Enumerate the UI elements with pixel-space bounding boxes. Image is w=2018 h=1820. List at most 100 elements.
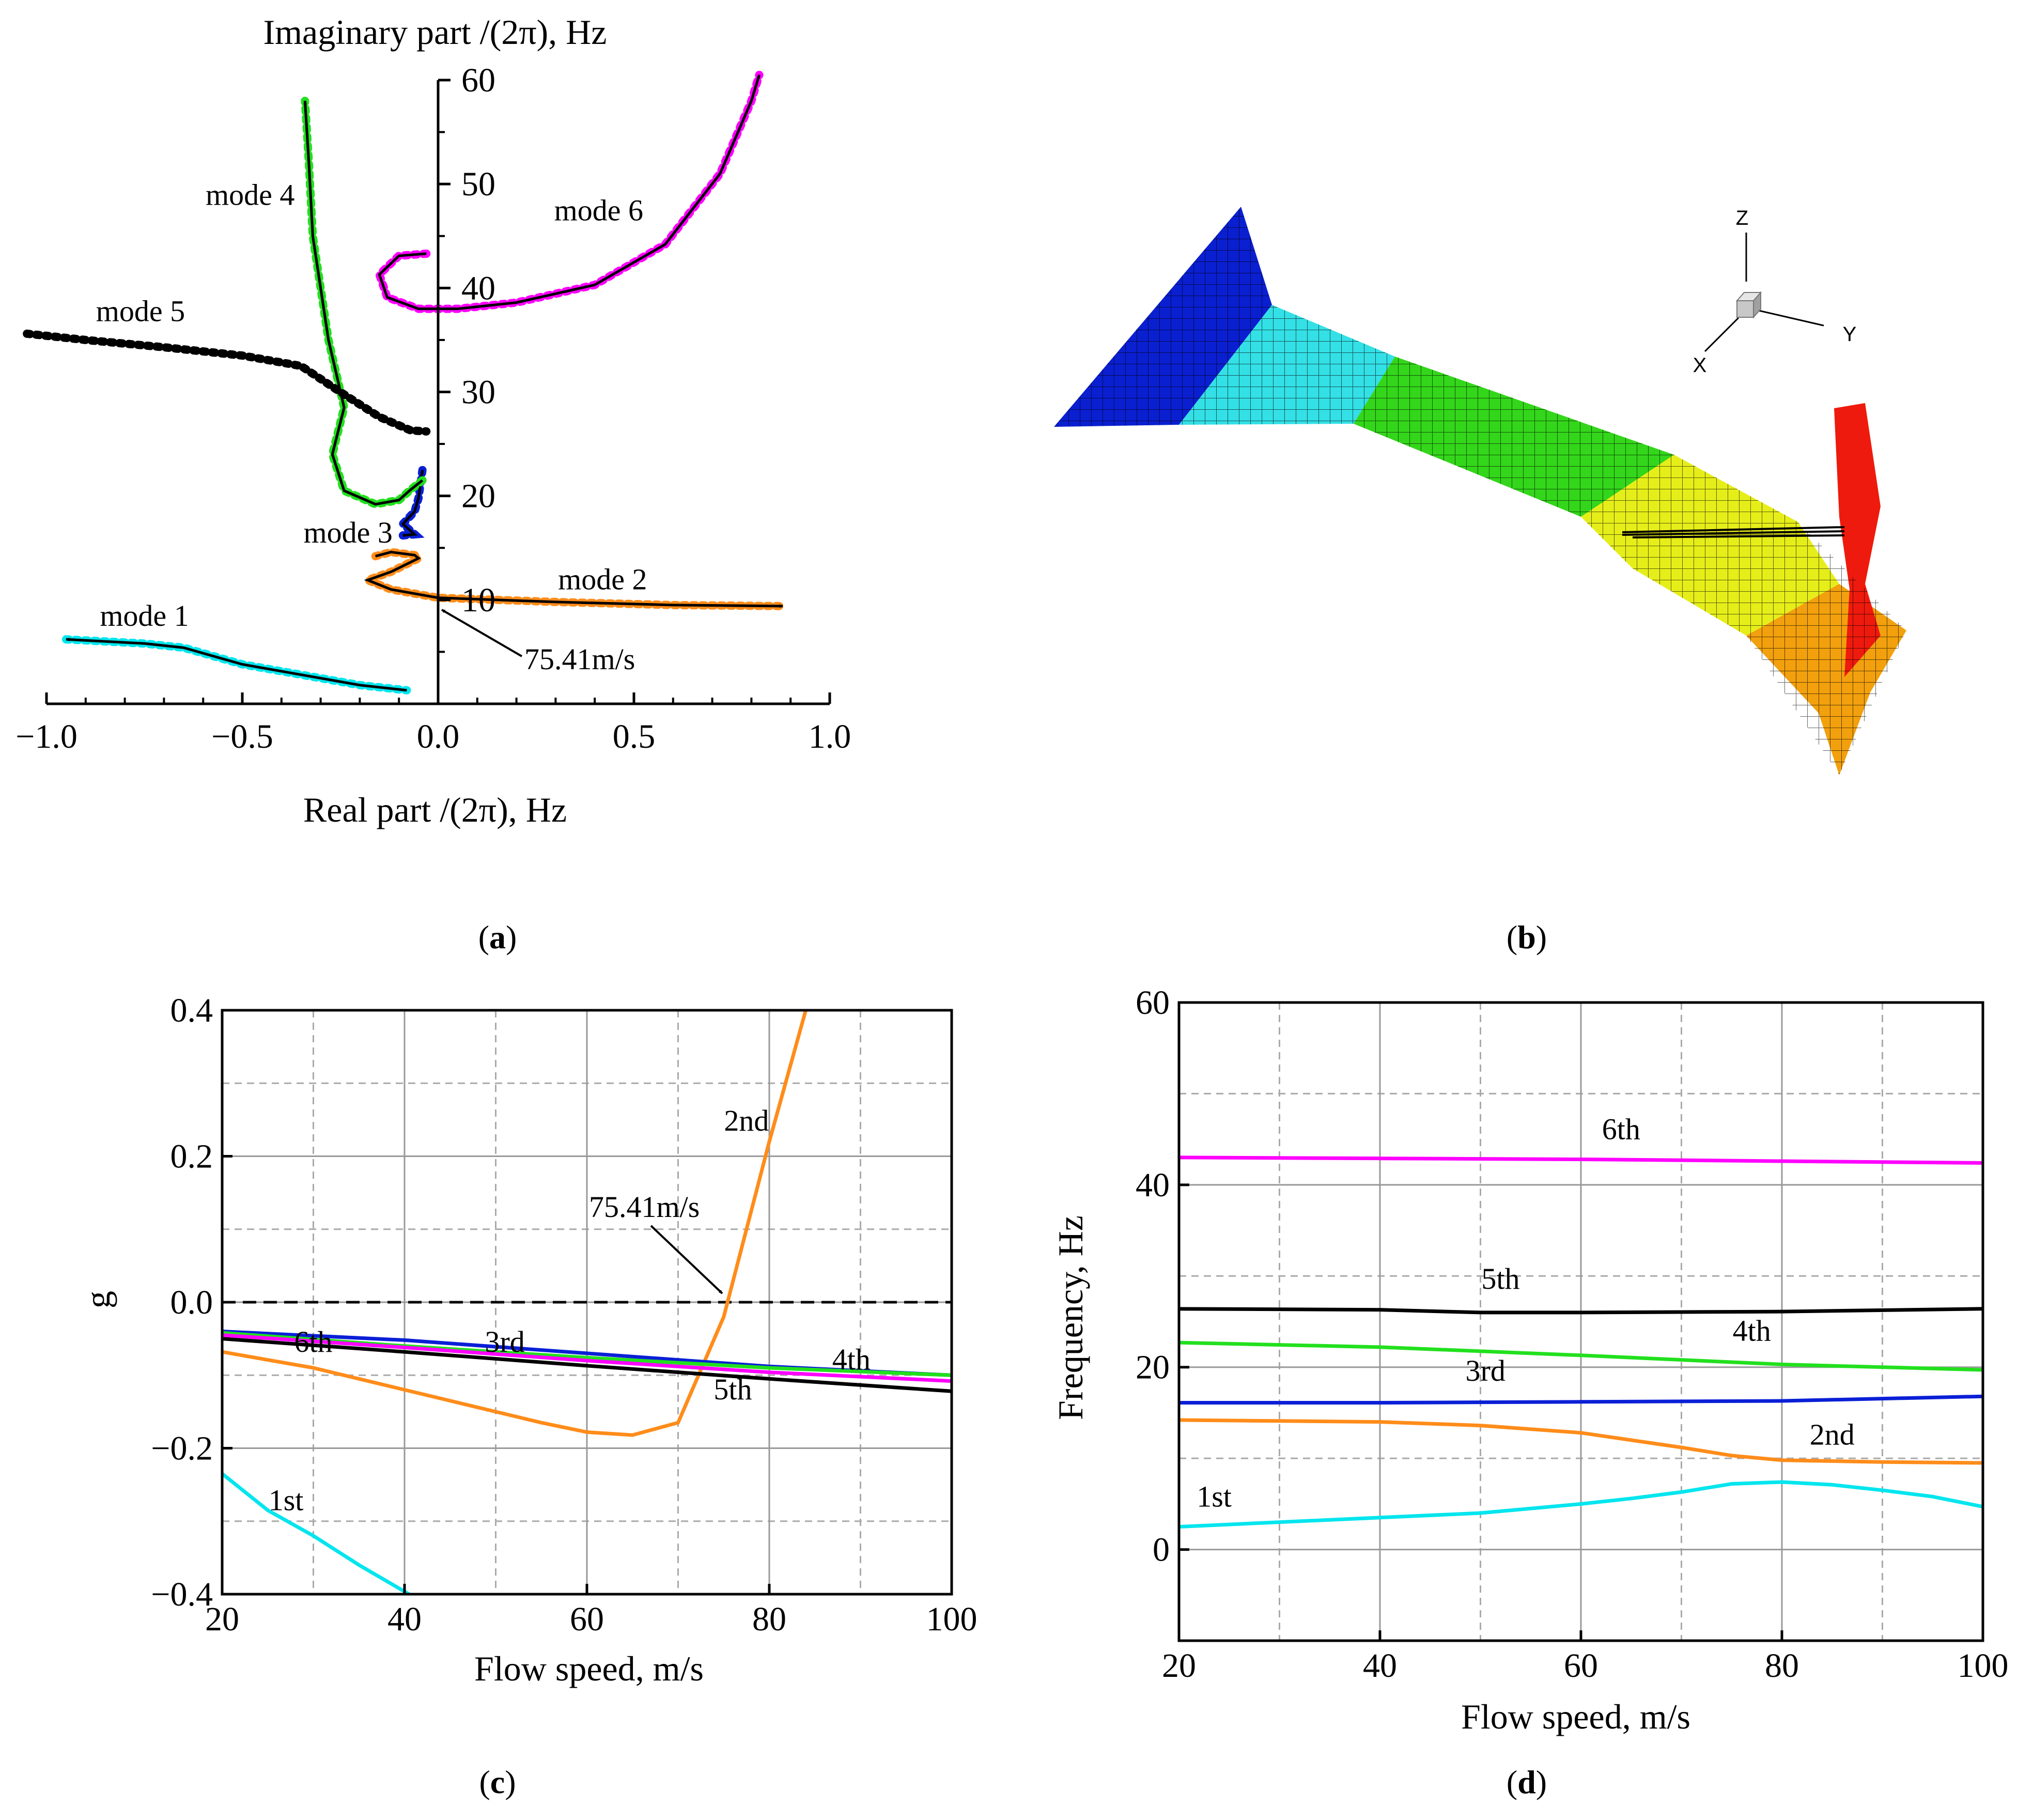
- triad-x-label: X: [1693, 354, 1707, 377]
- panel-d-y-tick-label: 40: [1136, 1166, 1170, 1204]
- panel-d-grid: [1178, 1001, 1984, 1642]
- panel-a-y-tick-label: 50: [461, 165, 495, 203]
- panel-a-mode-labels: mode 1 mode 2 mode 3 mode 4 mode 5 mode 6: [96, 178, 647, 633]
- locus-markers-mode-1: [61, 635, 411, 695]
- panel-c-annotation: 75.41m/s: [589, 1190, 700, 1224]
- panel-c-line-2nd: [222, 1010, 808, 1437]
- panel-d-x-tick-label: 20: [1162, 1647, 1196, 1685]
- panel-a-x-tick-label: 1.0: [809, 718, 851, 755]
- panel-d-line-6th: [1178, 1155, 1983, 1165]
- panel-c-x-tick-label: 80: [752, 1600, 786, 1638]
- panel-a-y-tick-label: 30: [461, 374, 495, 411]
- panel-d: 20 40 60 80 100 0 20 40 60 1st 2nd 3rd 4th 5th 6th Fl…: [1051, 984, 2009, 1800]
- panel-d-y-tick-label: 60: [1136, 984, 1170, 1022]
- panel-c-label-6th: 6th: [294, 1325, 332, 1359]
- panel-c-caption: (c): [479, 1764, 516, 1800]
- panel-a-y-tick-label: 10: [461, 581, 495, 619]
- locus-line-mode-2: [364, 550, 783, 608]
- panel-a-x-tick-label: 0.5: [613, 718, 656, 755]
- panel-c: 20 40 60 80 100 −0.4 −0.2 0.0 0.2 0.4 1st 2nd 3rd 4t…: [78, 992, 977, 1800]
- panel-d-line-4th: [1178, 1340, 1983, 1372]
- panel-a-x-tick-label: −0.5: [211, 718, 273, 755]
- panel-c-series-labels: 1st 2nd 3rd 4th 5th 6th: [269, 1104, 871, 1517]
- panel-b-caption: (b): [1507, 919, 1547, 955]
- panel-c-annotation-arrow: [650, 1225, 723, 1294]
- panel-d-axes: 20 40 60 80 100 0 20 40 60: [1136, 984, 2009, 1685]
- panel-c-x-tick-label: 20: [205, 1600, 239, 1638]
- panel-d-label-6th: 6th: [1602, 1113, 1640, 1146]
- panel-a-ylabel: Imaginary part /(2π), Hz: [263, 12, 607, 52]
- panel-c-ylabel: g: [78, 1291, 117, 1308]
- panel-a-curves: [23, 70, 787, 695]
- panel-c-x-tick-label: 60: [570, 1600, 604, 1638]
- panel-a-xlabel: Real part /(2π), Hz: [303, 790, 567, 829]
- panel-d-ylabel: Frequency, Hz: [1051, 1215, 1090, 1420]
- panel-c-axes: 20 40 60 80 100 −0.4 −0.2 0.0 0.2 0.4: [151, 992, 977, 1638]
- locus-line-mode-1: [66, 638, 407, 692]
- panel-d-curves: [1178, 1155, 1983, 1529]
- panel-a-x-tick-label: 0.0: [417, 718, 460, 755]
- triad-y-label: Y: [1843, 323, 1857, 346]
- panel-d-label-5th: 5th: [1481, 1262, 1519, 1295]
- locus-line-mode-3: [401, 469, 424, 537]
- panel-d-label-3rd: 3rd: [1466, 1354, 1505, 1387]
- panel-a-y-tick-label: 20: [461, 477, 495, 515]
- panel-c-y-tick-label: 0.4: [170, 992, 213, 1029]
- locus-line-mode-5: [26, 332, 427, 433]
- panel-c-label-1st: 1st: [269, 1484, 304, 1517]
- panel-a-axes: −1.0 −0.5 0.0 0.5 1.0 10 20 30 40 50 60: [15, 61, 851, 755]
- panel-c-curves: [221, 1010, 952, 1596]
- panel-d-x-tick-label: 60: [1564, 1647, 1598, 1685]
- locus-markers-mode-6: [375, 70, 764, 313]
- label-mode-4: mode 4: [206, 178, 294, 211]
- panel-c-label-3rd: 3rd: [485, 1325, 524, 1359]
- wing-structure-3d: [1054, 207, 1906, 775]
- panel-d-line-5th: [1178, 1307, 1983, 1315]
- panel-d-caption: (d): [1507, 1764, 1547, 1800]
- triad-y-axis: [1756, 309, 1824, 327]
- panel-c-label-5th: 5th: [713, 1372, 752, 1406]
- panel-c-line-1st: [221, 1472, 410, 1596]
- panel-d-line-1st: [1178, 1480, 1983, 1529]
- panel-d-line-2nd: [1178, 1418, 1983, 1465]
- label-mode-5: mode 5: [96, 295, 185, 328]
- triad-cube-front: [1736, 300, 1754, 318]
- panel-d-label-4th: 4th: [1733, 1314, 1771, 1348]
- panel-a-y-tick-label: 60: [461, 61, 495, 99]
- panel-a-y-tick-label: 40: [461, 269, 495, 307]
- panel-a-annotation: 75.41m/s: [524, 642, 635, 676]
- panel-c-label-4th: 4th: [832, 1343, 871, 1376]
- panel-c-y-tick-label: −0.2: [151, 1430, 213, 1468]
- panel-c-line-5th: [222, 1337, 952, 1393]
- panel-c-y-tick-label: 0.2: [170, 1138, 213, 1176]
- triad-x-axis: [1704, 317, 1740, 352]
- panel-c-y-tick-label: −0.4: [151, 1576, 213, 1613]
- locus-line-mode-4: [303, 100, 424, 506]
- panel-d-series-labels: 1st 2nd 3rd 4th 5th 6th: [1197, 1113, 1855, 1514]
- coordinate-triad: Z Y X: [1693, 207, 1857, 377]
- label-mode-2: mode 2: [558, 563, 647, 596]
- panel-c-xlabel: Flow speed, m/s: [474, 1649, 704, 1688]
- panel-c-y-tick-label: 0.0: [170, 1284, 213, 1321]
- structure-mesh-overlay: [1054, 207, 1906, 775]
- structure-spars: [1622, 526, 1845, 538]
- panel-d-label-1st: 1st: [1197, 1480, 1232, 1514]
- label-mode-6: mode 6: [554, 194, 643, 227]
- locus-markers-mode-5: [23, 329, 431, 436]
- label-mode-3: mode 3: [303, 516, 392, 549]
- panel-a-annotation-arrow: [441, 609, 523, 657]
- panel-d-x-tick-label: 80: [1765, 1647, 1799, 1685]
- label-mode-1: mode 1: [100, 599, 189, 633]
- locus-line-mode-6: [378, 74, 760, 311]
- panel-a-caption: (a): [478, 919, 517, 955]
- panel-c-x-tick-label: 100: [926, 1600, 977, 1638]
- panel-a: −1.0 −0.5 0.0 0.5 1.0 10 20 30 40 50 60 Imaginary …: [15, 12, 851, 955]
- triad-cube-side: [1753, 291, 1761, 319]
- panel-d-xlabel: Flow speed, m/s: [1461, 1697, 1690, 1736]
- panel-d-x-tick-label: 100: [1958, 1647, 2009, 1685]
- panel-d-line-3rd: [1179, 1394, 1983, 1405]
- panel-a-x-tick-label: −1.0: [15, 718, 77, 755]
- panel-d-label-2nd: 2nd: [1810, 1418, 1855, 1452]
- panel-c-label-2nd: 2nd: [724, 1104, 769, 1137]
